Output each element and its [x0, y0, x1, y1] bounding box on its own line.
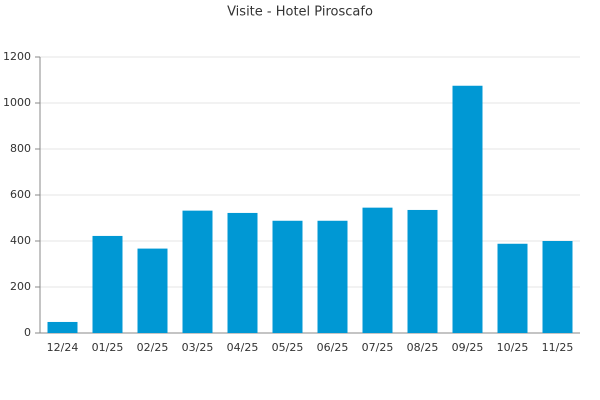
y-tick-label: 600 — [10, 188, 31, 201]
bar — [452, 85, 483, 333]
chart-title: Visite - Hotel Piroscafo — [227, 5, 373, 20]
x-tick-label: 04/25 — [227, 341, 259, 354]
x-tick-label: 02/25 — [137, 341, 169, 354]
bar — [227, 212, 258, 333]
x-tick-label: 09/25 — [452, 341, 484, 354]
bar — [272, 220, 303, 333]
x-tick-label: 05/25 — [272, 341, 304, 354]
x-tick-label: 01/25 — [92, 341, 124, 354]
y-tick-label: 400 — [10, 234, 31, 247]
bar — [47, 321, 78, 333]
x-tick-label: 03/25 — [182, 341, 214, 354]
bar — [137, 248, 168, 333]
bar — [497, 243, 528, 333]
bar — [362, 207, 393, 333]
y-tick-label: 800 — [10, 142, 31, 155]
x-tick-label: 08/25 — [407, 341, 439, 354]
y-tick-label: 200 — [10, 280, 31, 293]
y-tick-label: 1000 — [3, 96, 31, 109]
y-tick-label: 1200 — [3, 50, 31, 63]
x-tick-label: 11/25 — [542, 341, 574, 354]
bar — [407, 209, 438, 333]
x-tick-label: 10/25 — [497, 341, 529, 354]
bar — [542, 241, 573, 333]
x-tick-label: 07/25 — [362, 341, 394, 354]
bar — [92, 235, 123, 333]
bar — [182, 210, 213, 333]
y-tick-label: 0 — [24, 326, 31, 339]
bar — [317, 220, 348, 333]
x-tick-label: 12/24 — [47, 341, 79, 354]
x-tick-label: 06/25 — [317, 341, 349, 354]
